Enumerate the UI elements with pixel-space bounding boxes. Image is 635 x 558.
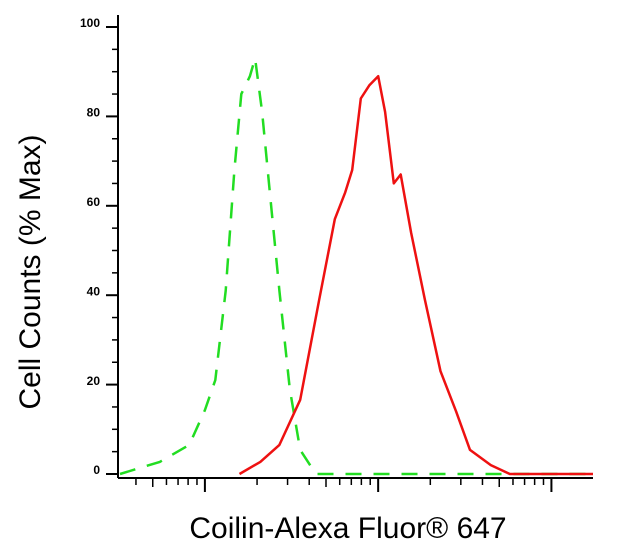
y-tick-label: 100: [80, 16, 100, 30]
y-tick-label: 60: [87, 195, 101, 209]
y-tick-label: 0: [93, 463, 100, 477]
histogram-line: [119, 57, 593, 476]
histogram-line: [238, 74, 593, 476]
x-axis-label: Coilin-Alexa Fluor® 647: [189, 512, 506, 545]
y-tick-label: 40: [87, 284, 101, 298]
y-tick-label: 80: [87, 106, 101, 120]
y-axis-label: Cell Counts (% Max): [14, 134, 47, 409]
y-tick-label: 20: [87, 374, 101, 388]
